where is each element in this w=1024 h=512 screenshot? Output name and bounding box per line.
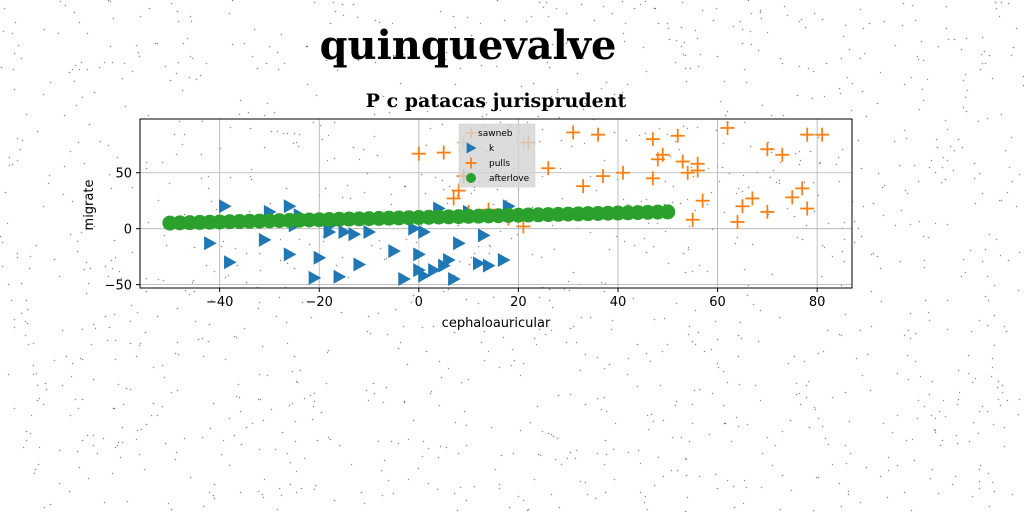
x-tick-label: −20 (306, 295, 333, 310)
k-point (408, 221, 421, 236)
pulls-point (516, 219, 531, 234)
figure-suptitle: quinquevalve (319, 22, 617, 69)
pulls-point (566, 125, 581, 140)
pulls-point (436, 145, 451, 160)
pulls-point (735, 199, 750, 214)
legend-label-k: k (489, 144, 495, 154)
legend-marker-pulls (465, 157, 477, 169)
k-point (443, 253, 456, 268)
k-point (224, 255, 237, 270)
k-point (313, 250, 327, 265)
pulls-point (785, 190, 800, 205)
legend-marker-sawneb (465, 127, 477, 139)
legend-label-afterlove: afterlove (489, 174, 530, 184)
legend-marker-k (466, 142, 477, 154)
k-point (204, 236, 217, 251)
x-tick-label: −40 (206, 295, 233, 310)
x-tick-label: 40 (610, 295, 627, 310)
legend-label-pulls: pulls (489, 159, 510, 169)
k-point (482, 258, 496, 273)
pulls-point (685, 212, 700, 227)
pulls-point (645, 132, 660, 147)
k-point (333, 269, 347, 284)
k-point (453, 236, 466, 251)
axis-ticks: −40 −20 0 20 40 60 80 −50 0 50 (105, 167, 826, 310)
pulls-point (670, 128, 685, 143)
legend: sawneb k pulls afterlove (458, 123, 536, 188)
pulls-point (541, 161, 556, 176)
k-point (448, 272, 461, 287)
k-point (418, 225, 431, 240)
pulls-point (760, 204, 775, 219)
plot-frame (139, 118, 853, 289)
x-tick-label: 80 (809, 295, 826, 310)
legend-marker-afterlove (466, 173, 476, 183)
k-point (363, 225, 377, 240)
k-point (428, 263, 441, 278)
k-point (477, 228, 491, 243)
pulls-point (675, 154, 690, 169)
afterlove-point (660, 204, 676, 220)
x-tick-label: 20 (510, 295, 527, 310)
x-tick-label: 60 (709, 295, 726, 310)
pulls-point (680, 165, 695, 180)
x-axis-label: cephaloauricular (442, 316, 551, 331)
y-tick-label: 0 (124, 223, 132, 238)
pulls-point (451, 183, 466, 198)
k-point (497, 253, 511, 268)
pulls-point (800, 127, 815, 142)
k-point (353, 257, 367, 272)
pulls-point (695, 193, 710, 208)
y-tick-label: 50 (115, 167, 132, 182)
k-point (398, 272, 411, 287)
k-point (258, 232, 272, 247)
k-point (472, 256, 486, 271)
pulls-point (730, 214, 745, 229)
pulls-point (800, 201, 815, 216)
pulls-point (615, 165, 630, 180)
pulls-point (596, 169, 611, 184)
k-point (219, 199, 232, 214)
k-point (348, 227, 362, 242)
k-point (283, 247, 297, 262)
chart-title: P c patacas jurisprudent (365, 90, 627, 112)
k-point (388, 244, 401, 259)
pulls-point (446, 191, 461, 206)
k-point (418, 268, 431, 283)
legend-label-sawneb: sawneb (478, 129, 513, 139)
y-axis-label: migrate (82, 180, 97, 231)
series-k (204, 199, 516, 287)
grid-lines (140, 119, 852, 288)
pulls-point (576, 179, 591, 194)
pulls-point (775, 147, 790, 162)
pulls-point (645, 171, 660, 186)
pulls-point (760, 142, 775, 157)
pulls-point (795, 181, 810, 196)
k-point (283, 199, 297, 214)
pulls-point (411, 146, 426, 161)
k-point (338, 225, 352, 240)
y-tick-label: −50 (105, 279, 132, 294)
pulls-point (655, 147, 670, 162)
pulls-point (815, 127, 830, 142)
k-point (323, 225, 337, 240)
x-tick-label: 0 (415, 295, 423, 310)
k-point (308, 270, 322, 285)
pulls-point (720, 120, 735, 135)
series-afterlove (162, 204, 676, 231)
pulls-point (690, 156, 705, 171)
series-layer (162, 120, 830, 287)
pulls-point (591, 127, 606, 142)
k-point (413, 247, 426, 262)
pulls-point (745, 191, 760, 206)
